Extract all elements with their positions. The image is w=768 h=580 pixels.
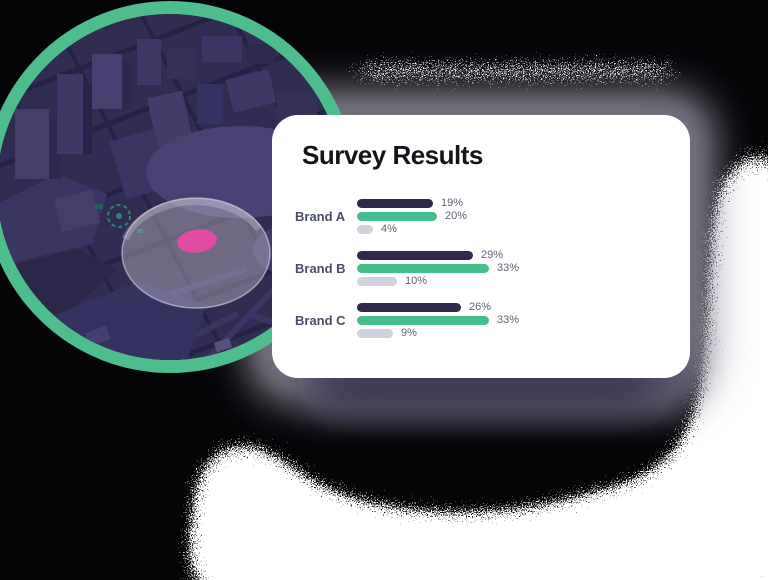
top-speckle-stripe (335, 56, 695, 86)
bar-chart: Brand A 19% 20% 4% Brand B 29% 33% 10% Brand C 26… (295, 197, 690, 339)
brand-label: Brand C (295, 313, 346, 328)
chart-group: Brand C 26% 33% 9% (295, 301, 690, 339)
bar-stack: 19% 20% 4% (357, 197, 468, 235)
bar-green (357, 212, 437, 221)
bar-navy (357, 303, 461, 312)
bar-row-gray: 4% (357, 223, 467, 235)
brand-label: Brand B (295, 261, 346, 276)
bar-row-green: 20% (357, 210, 468, 222)
bar-row-gray: 10% (357, 275, 519, 287)
bar-value-label: 10% (405, 275, 428, 287)
bar-stack: 29% 33% 10% (357, 249, 520, 287)
bar-row-navy: 19% (357, 197, 467, 209)
bar-row-navy: 29% (357, 249, 519, 261)
bar-gray (357, 277, 397, 286)
bar-navy (357, 199, 433, 208)
telemetry-accents (95, 204, 143, 233)
bar-gray (357, 329, 393, 338)
chart-group: Brand B 29% 33% 10% (295, 249, 690, 287)
bar-row-green: 33% (357, 262, 520, 274)
bar-value-label: 19% (441, 197, 464, 209)
location-marker (177, 229, 217, 253)
bar-stack: 26% 33% 9% (357, 301, 520, 339)
speckle-accents (186, 144, 768, 580)
bar-value-label: 4% (381, 223, 397, 235)
bar-value-label: 26% (469, 301, 492, 313)
bar-value-label: 29% (481, 249, 504, 261)
bar-value-label: 20% (445, 210, 468, 222)
bar-green (357, 316, 489, 325)
scan-disc (121, 197, 271, 309)
bar-gray (357, 225, 373, 234)
bar-row-gray: 9% (357, 327, 519, 339)
bar-value-label: 33% (497, 314, 520, 326)
bar-navy (357, 251, 473, 260)
chart-group: Brand A 19% 20% 4% (295, 197, 690, 235)
bar-row-navy: 26% (357, 301, 519, 313)
card-title: Survey Results (302, 140, 483, 170)
bar-value-label: 33% (497, 262, 520, 274)
brand-label: Brand A (295, 209, 346, 224)
survey-card: Survey Results Brand A 19% 20% 4% Brand B 29%… (272, 115, 690, 378)
building-blocks (0, 36, 343, 360)
bar-value-label: 9% (401, 327, 417, 339)
bar-row-green: 33% (357, 314, 520, 326)
bar-green (357, 264, 489, 273)
